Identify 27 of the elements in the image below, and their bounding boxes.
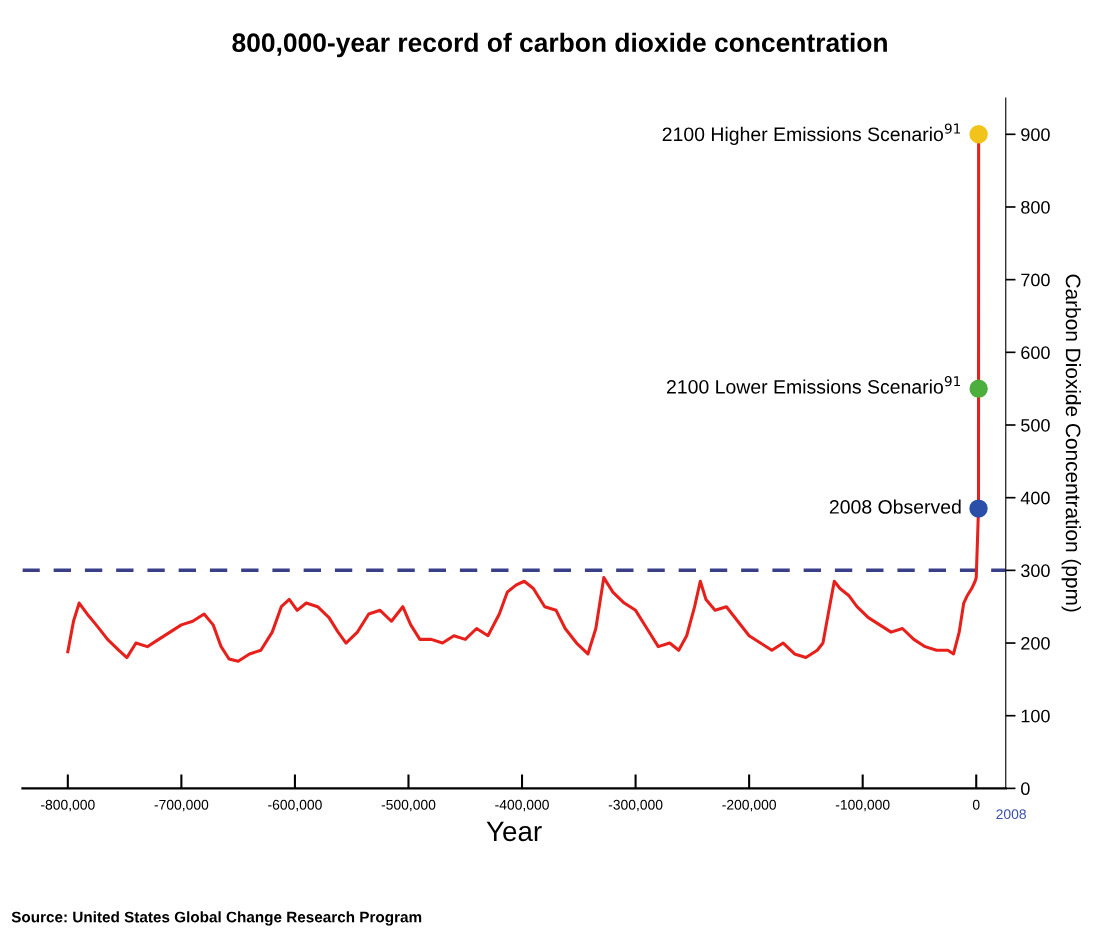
text: 2008 bbox=[996, 809, 1026, 820]
x-tick-label: -100,000 bbox=[835, 799, 890, 812]
y-axis-title: Carbon Dioxide Concentration (ppm) bbox=[1061, 274, 1082, 612]
y-tick-label: 800 bbox=[1021, 200, 1050, 214]
x-tick-label: -800,000 bbox=[41, 799, 95, 812]
x-tick-label: 0 bbox=[972, 799, 980, 810]
y-tick-label: 0 bbox=[1021, 782, 1030, 796]
y-tick-label: 900 bbox=[1021, 128, 1050, 142]
chart-title: 800,000-year record of carbon dioxide concentration bbox=[232, 32, 887, 58]
y-tick-label: 500 bbox=[1021, 418, 1050, 432]
series-label: 2008 Observed bbox=[829, 499, 961, 514]
y-tick-label: 600 bbox=[1021, 346, 1050, 360]
x-tick-label: -600,000 bbox=[268, 799, 322, 812]
x-tick-label: -300,000 bbox=[608, 799, 663, 812]
y-tick-label: 300 bbox=[1021, 564, 1050, 578]
x-tick-label: -200,000 bbox=[722, 799, 777, 812]
x-tick-label: -500,000 bbox=[381, 799, 436, 812]
y-tick-label: 400 bbox=[1020, 491, 1050, 505]
series-label: 2100 Lower Emissions Scenario$^{91}$ bbox=[666, 376, 961, 394]
series-label: 2100 Higher Emissions Scenario$^{91}$ bbox=[662, 123, 961, 145]
y-tick-label: 700 bbox=[1021, 273, 1050, 287]
x-tick-label: -400,000 bbox=[495, 799, 549, 812]
x-tick-label: -700,000 bbox=[154, 799, 209, 812]
y-tick-label: 100 bbox=[1021, 709, 1050, 723]
y-tick-label: 200 bbox=[1021, 636, 1050, 650]
source-note: Source: United States Global Change Research Program bbox=[11, 911, 422, 926]
x-axis-title: Year bbox=[486, 821, 542, 842]
